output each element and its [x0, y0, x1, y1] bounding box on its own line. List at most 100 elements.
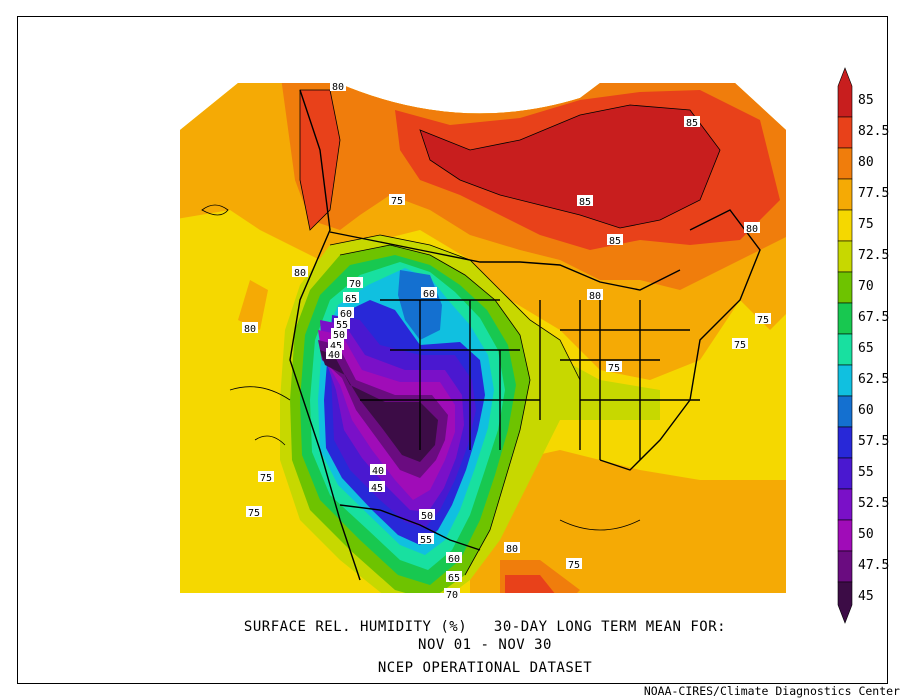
contour-label: 75 — [608, 363, 620, 374]
fill-85 — [420, 105, 720, 228]
fill-82-5-south — [505, 575, 560, 593]
contour-label-bg — [292, 266, 308, 277]
colorbar-label: 80 — [858, 155, 874, 170]
colorbar-swatch — [837, 426, 853, 459]
contour-label-bg — [328, 339, 344, 350]
contour-label: 55 — [420, 535, 432, 546]
colorbar-swatch — [837, 271, 853, 304]
colorbar-swatch — [837, 147, 853, 180]
contour-label-bg — [338, 307, 354, 318]
fill-77-5-patch — [238, 280, 268, 330]
contour-label: 85 — [579, 197, 591, 208]
contour-label-bg — [566, 558, 582, 569]
contour-label: 75 — [391, 196, 403, 207]
colorbar-label: 82.5 — [858, 124, 890, 139]
colorbar-swatch — [837, 550, 853, 583]
contour-label: 75 — [248, 508, 260, 519]
contour-label-bg — [732, 338, 748, 349]
contour-label: 60 — [448, 554, 460, 565]
contour-label: 45 — [371, 483, 383, 494]
contour-label: 70 — [349, 279, 361, 290]
contour-label-bg — [684, 116, 700, 127]
contour-label-bg — [577, 195, 593, 206]
contour-label-bg — [587, 289, 603, 300]
colorbar-label: 52.5 — [858, 496, 890, 511]
colorbar-swatch — [837, 240, 853, 273]
contour-label: 80 — [746, 224, 758, 235]
contour-label: 40 — [372, 466, 384, 477]
colorbar-swatch — [837, 364, 853, 397]
contour-label-bg — [421, 287, 437, 298]
contour-label-bg — [258, 471, 274, 482]
contour-label-bg — [370, 464, 386, 475]
contour-label-bg — [330, 80, 346, 91]
contour-label-bg — [389, 194, 405, 205]
contour-label-bg — [246, 506, 262, 517]
colorbar-swatch — [837, 333, 853, 366]
colorbar-label: 65 — [858, 341, 874, 356]
contour-label-bg — [347, 277, 363, 288]
colorbar-swatch — [837, 519, 853, 552]
contour-label-bg — [607, 234, 623, 245]
contour-label: 80 — [589, 291, 601, 302]
contour-label: 80 — [244, 324, 256, 335]
contour-label-bg — [446, 571, 462, 582]
colorbar-label: 47.5 — [858, 558, 890, 573]
fill-82-5-west — [300, 90, 340, 230]
colorbar-label: 67.5 — [858, 310, 890, 325]
contour-label: 75 — [757, 315, 769, 326]
political-boundaries — [289, 89, 761, 581]
contour-label-bg — [444, 588, 460, 599]
colorbar-label: 57.5 — [858, 434, 890, 449]
colorbar-swatch — [837, 457, 853, 490]
colorbar-label: 77.5 — [858, 186, 890, 201]
credit-text: NOAA-CIRES/Climate Diagnostics Center — [643, 684, 900, 698]
colorbar-label: 62.5 — [858, 372, 890, 387]
contour-label-layer: 8085857585807065605550454060808080757575… — [242, 80, 771, 601]
colorbar-label: 60 — [858, 403, 874, 418]
colorbar-label: 45 — [858, 589, 874, 604]
caption-line-1: SURFACE REL. HUMIDITY (%) 30-DAY LONG TE… — [243, 619, 727, 635]
plot-frame — [17, 16, 888, 684]
caption-line-3: NCEP OPERATIONAL DATASET — [377, 660, 593, 676]
contour-label-bg — [343, 292, 359, 303]
contour-label: 85 — [609, 236, 621, 247]
contour-label: 50 — [421, 511, 433, 522]
contour-label-bg — [744, 222, 760, 233]
contour-label: 45 — [330, 341, 342, 352]
colorbar-label: 70 — [858, 279, 874, 294]
colorbar-label: 55 — [858, 465, 874, 480]
colorbar-swatch — [837, 178, 853, 211]
contour-label-bg — [331, 328, 347, 339]
contour-label: 65 — [448, 573, 460, 584]
colorbar-label: 85 — [858, 93, 874, 108]
colorbar-swatch — [837, 116, 853, 149]
colorbar-label: 75 — [858, 217, 874, 232]
contour-label: 80 — [294, 268, 306, 279]
contour-label: 85 — [686, 118, 698, 129]
caption-line-2: NOV 01 - NOV 30 — [418, 637, 552, 653]
contour-label: 50 — [333, 330, 345, 341]
contour-label: 75 — [734, 340, 746, 351]
contour-label: 60 — [423, 289, 435, 300]
colorbar-swatch — [837, 395, 853, 428]
contour-label-bg — [504, 542, 520, 553]
contour-label: 65 — [345, 294, 357, 305]
contour-label-bg — [334, 318, 350, 329]
contour-label: 75 — [260, 473, 272, 484]
colorbar-swatch — [837, 581, 853, 624]
contour-label-bg — [418, 533, 434, 544]
contour-label-bg — [369, 481, 385, 492]
colorbar-label: 72.5 — [858, 248, 890, 263]
colorbar-swatch — [837, 209, 853, 242]
contour-label: 70 — [446, 590, 458, 601]
contour-label-bg — [242, 322, 258, 333]
fill-45 — [320, 350, 438, 462]
contour-label-bg — [606, 361, 622, 372]
contour-label-bg — [326, 348, 342, 359]
contour-lines — [201, 89, 721, 576]
filled-contours — [180, 83, 786, 593]
contour-label: 80 — [332, 82, 344, 93]
